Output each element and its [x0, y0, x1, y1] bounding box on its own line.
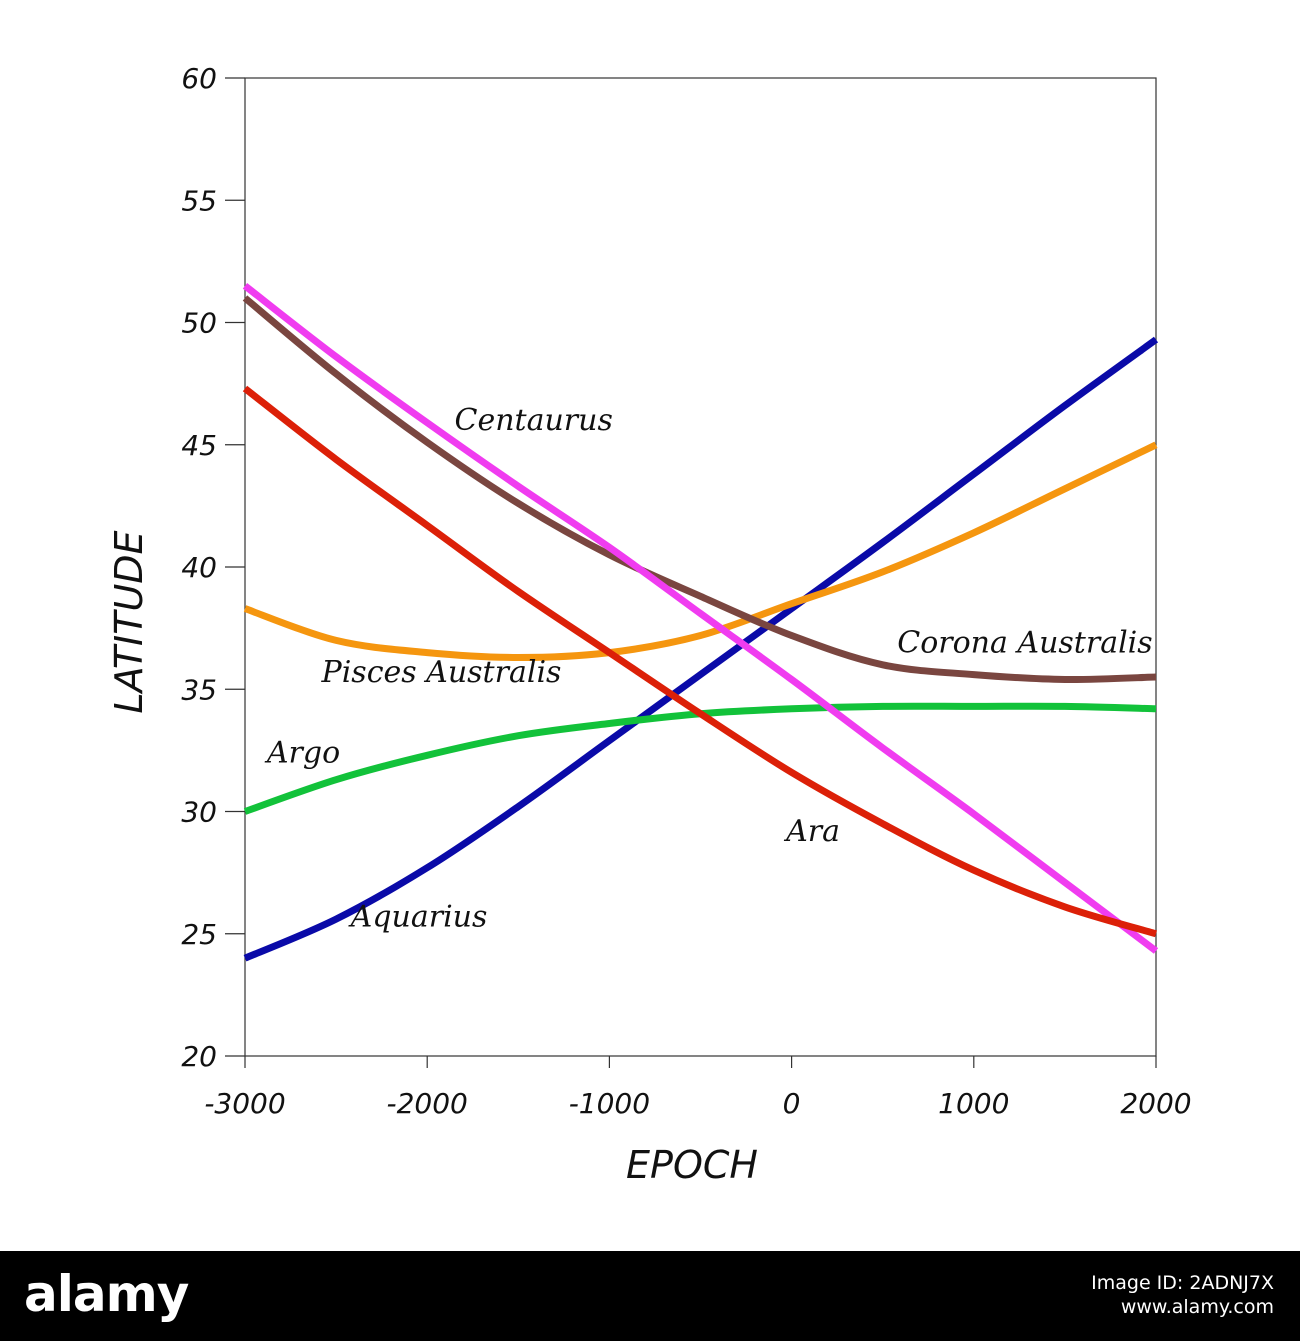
y-tick-label: 40 [181, 551, 217, 584]
series-line-ara [242, 385, 1157, 938]
series-line-centaurus [242, 283, 1159, 954]
x-axis: -3000 -2000 -1000 0 1000 2000 [204, 1056, 1192, 1120]
image-id-text: Image ID: 2ADNJ7X [1091, 1272, 1274, 1294]
series-line-argo [243, 702, 1157, 815]
series-label-aquarius: Aquarius [348, 899, 488, 934]
y-tick-label: 60 [181, 62, 217, 95]
x-tick-label: -1000 [569, 1087, 650, 1120]
series-label-centaurus: Centaurus [455, 403, 613, 438]
site-url: www.alamy.com [1120, 1296, 1274, 1318]
y-tick-label: 20 [181, 1040, 217, 1073]
series-line-pisces-australis [243, 441, 1158, 661]
footer-bar: alamy Image ID: 2ADNJ7X www.alamy.com [0, 1251, 1300, 1341]
x-tick-label: -2000 [387, 1087, 468, 1120]
x-tick-label: 1000 [938, 1087, 1009, 1120]
x-tick-label: 2000 [1120, 1087, 1191, 1120]
series-label-pisces-australis: Pisces Australis [321, 655, 562, 690]
y-tick-label: 55 [181, 184, 217, 217]
series-line-aquarius [243, 336, 1159, 962]
y-axis-title: LATITUDE [107, 530, 151, 713]
series-label-corona-australis: Corona Australis [897, 626, 1152, 661]
y-tick-label: 30 [181, 796, 217, 829]
x-tick-label: -3000 [204, 1087, 285, 1120]
line-chart: -3000 -2000 -1000 0 1000 2000 20 25 30 35 40 45 50 5… [107, 62, 1192, 1187]
y-tick-label: 35 [181, 673, 217, 706]
series-annotations: Centaurus Corona Australis Pisces Australi… [264, 403, 1153, 934]
series-lines [242, 283, 1159, 962]
series-line-corona-australis [242, 295, 1157, 684]
series-label-argo: Argo [264, 736, 340, 771]
x-axis-title: EPOCH [626, 1143, 758, 1187]
y-tick-label: 50 [181, 307, 217, 340]
series-label-ara: Ara [783, 814, 840, 849]
x-tick-label: 0 [783, 1087, 801, 1120]
alamy-logo: alamy [24, 1265, 189, 1323]
y-tick-label: 25 [181, 918, 217, 951]
y-axis: 20 25 30 35 40 45 50 55 60 [181, 62, 245, 1073]
image-id-block: Image ID: 2ADNJ7X www.alamy.com [1091, 1271, 1274, 1319]
y-tick-label: 45 [181, 429, 217, 462]
